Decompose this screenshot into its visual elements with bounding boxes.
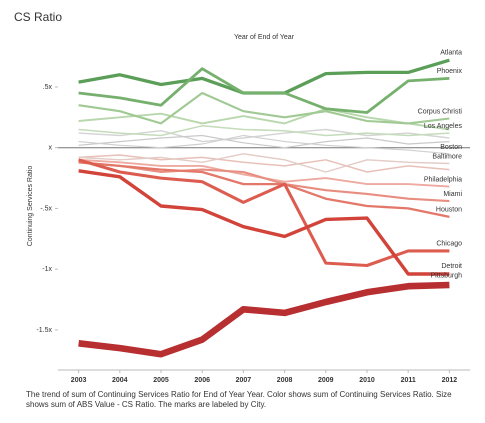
y-tick-label: x (49, 145, 53, 152)
series-line (78, 169, 450, 276)
series-line (78, 134, 450, 155)
y-axis-title: Continuing Services Ratio (27, 166, 34, 247)
city-label: Atlanta (440, 49, 462, 56)
x-tick-label: 2012 (442, 377, 458, 384)
city-label: Baltimore (432, 154, 462, 161)
series-line (78, 107, 450, 131)
y-tick-label: -1x (42, 266, 52, 273)
series-line (78, 281, 450, 358)
series-line (78, 154, 450, 173)
series-line (78, 125, 450, 137)
series-line (78, 161, 450, 203)
x-tick-label: 2006 (194, 377, 210, 384)
series-line (78, 158, 450, 268)
series-line (78, 58, 450, 95)
city-label: Corpus Christi (418, 108, 463, 115)
city-label: Phoenix (437, 68, 463, 75)
x-tick-label: 2009 (318, 377, 334, 384)
x-tick-label: 2007 (236, 377, 252, 384)
x-tick-label: 2005 (153, 377, 169, 384)
city-label: Miami (443, 191, 462, 198)
series-line (78, 134, 450, 149)
series-line (78, 161, 450, 219)
city-label: Detroit (441, 263, 462, 270)
city-label: Boston (440, 144, 462, 151)
series-line (78, 153, 450, 173)
x-tick-label: 2004 (112, 377, 128, 384)
city-label: Philadelphia (424, 176, 462, 183)
x-tick-label: 2008 (277, 377, 293, 384)
x-tick-label: 2011 (401, 377, 416, 384)
city-label: Pittsburgh (430, 273, 462, 280)
series-line (78, 91, 450, 125)
city-label: Los Angeles (424, 123, 463, 130)
y-tick-label: -.5x (40, 205, 52, 212)
x-axis-title: Year of End of Year (234, 34, 295, 41)
city-label: Houston (436, 207, 462, 214)
chart-title: CS Ratio (14, 10, 62, 24)
y-tick-label: -1.5x (36, 327, 52, 334)
caption: The trend of sum of Continuing Services … (26, 390, 452, 409)
x-tick-label: 2010 (359, 377, 375, 384)
y-tick-label: .5x (43, 84, 53, 91)
series-line (78, 67, 450, 114)
x-tick-label: 2003 (71, 377, 87, 384)
city-label: Chicago (436, 240, 462, 247)
